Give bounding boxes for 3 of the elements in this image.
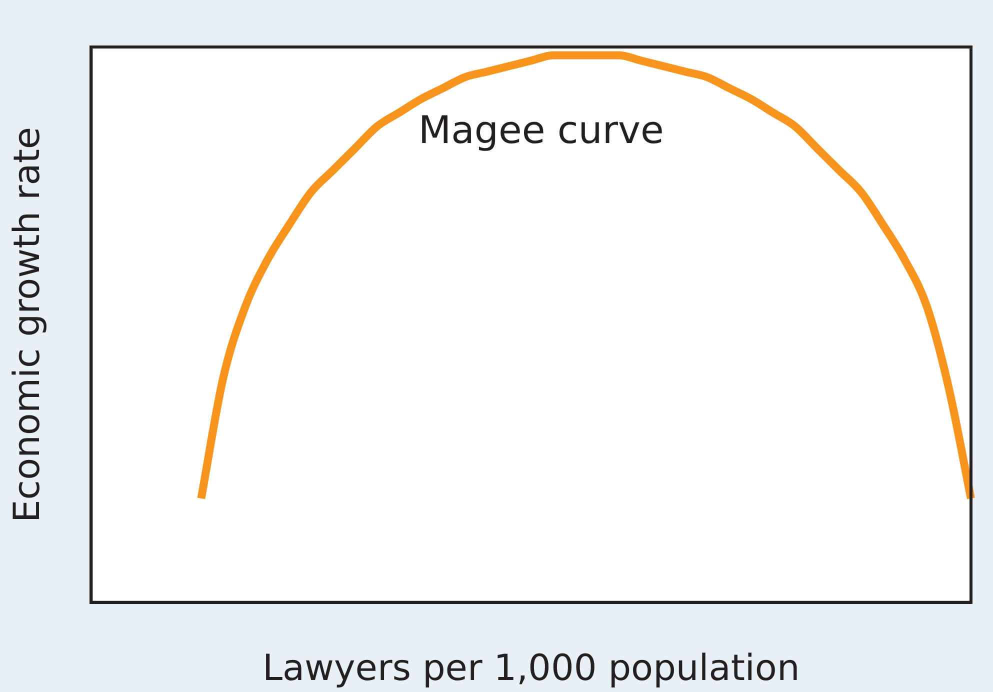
y-axis-title: Economic growth rate: [6, 126, 48, 522]
annotation: Magee curve: [418, 108, 664, 152]
x-axis-title: Lawyers per 1,000 population: [262, 648, 800, 689]
